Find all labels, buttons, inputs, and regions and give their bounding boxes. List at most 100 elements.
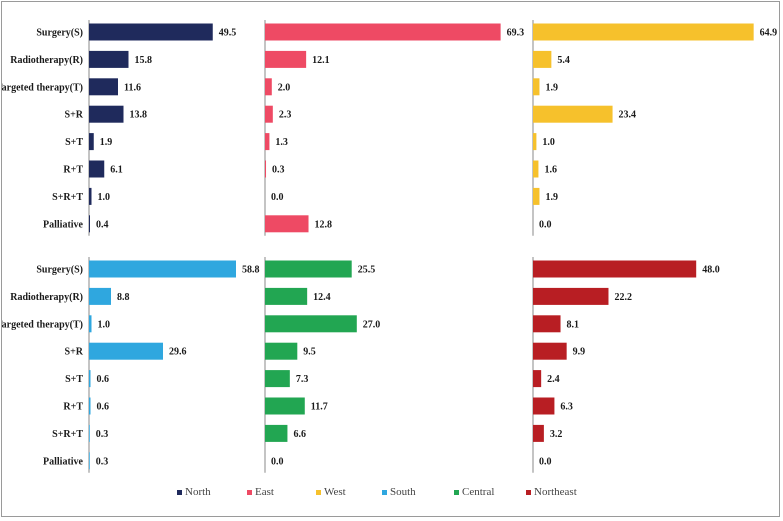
legend-label-south: South	[390, 486, 416, 498]
category-label-targeted-therapy-t-bottom: Targeted therapy(T)	[2, 319, 83, 330]
category-label-r-t-top: R+T	[63, 165, 83, 176]
bar-east-s-t	[265, 133, 270, 151]
bar-west-surgery-s	[533, 23, 754, 41]
value-label-east-s-r-t: 0.0	[271, 192, 284, 203]
bar-west-s-t	[533, 133, 537, 151]
value-label-northeast-radiotherapy-r: 22.2	[614, 292, 632, 303]
value-label-northeast-surgery-s: 48.0	[702, 265, 720, 276]
bar-south-palliative	[89, 452, 90, 470]
value-label-east-s-r: 2.3	[279, 110, 292, 121]
bar-south-s-r-t	[89, 424, 90, 442]
bar-northeast-s-r-t	[533, 424, 544, 442]
bar-east-palliative	[265, 215, 309, 233]
legend-label-east: East	[255, 486, 274, 498]
value-label-central-targeted-therapy-t: 27.0	[363, 319, 381, 330]
category-label-s-t-bottom: S+T	[65, 374, 83, 385]
value-label-east-radiotherapy-r: 12.1	[312, 55, 330, 66]
bar-northeast-r-t	[533, 397, 555, 415]
bar-north-s-r	[89, 105, 124, 123]
bar-north-targeted-therapy-t	[89, 78, 118, 96]
value-label-north-s-t: 1.9	[100, 137, 113, 148]
category-label-targeted-therapy-t-top: Targeted therapy(T)	[2, 82, 83, 93]
bar-northeast-radiotherapy-r	[533, 287, 609, 305]
bar-northeast-s-t	[533, 370, 542, 388]
value-label-west-surgery-s: 64.9	[760, 28, 778, 39]
category-label-surgery-s-bottom: Surgery(S)	[36, 265, 83, 276]
bar-south-s-t	[89, 370, 91, 388]
legend-swatch-west	[316, 490, 321, 495]
value-label-east-palliative: 12.8	[315, 219, 333, 230]
bar-south-surgery-s	[89, 260, 236, 278]
value-label-south-s-r: 29.6	[169, 347, 187, 358]
legend-swatch-central	[454, 490, 459, 495]
value-label-north-s-r-t: 1.0	[98, 192, 111, 203]
value-label-central-radiotherapy-r: 12.4	[313, 292, 331, 303]
legend-label-north: North	[185, 486, 211, 498]
value-label-northeast-palliative: 0.0	[539, 456, 552, 467]
bar-east-targeted-therapy-t	[265, 78, 272, 96]
category-label-radiotherapy-r-bottom: Radiotherapy(R)	[10, 292, 83, 303]
legend-label-central: Central	[462, 486, 494, 498]
value-label-south-palliative: 0.3	[96, 456, 109, 467]
bar-north-surgery-s	[89, 23, 213, 41]
value-label-west-r-t: 1.6	[544, 165, 557, 176]
bar-central-s-r-t	[265, 424, 288, 442]
bar-north-s-t	[89, 133, 94, 151]
treatment-distribution-chart: Surgery(S) 49.5 Radiotherapy(R) 15.8 Targete…	[0, 20, 778, 498]
category-label-s-r-top: S+R	[65, 110, 84, 121]
bar-central-radiotherapy-r	[265, 287, 308, 305]
bar-west-radiotherapy-r	[533, 50, 552, 68]
value-label-central-s-t: 7.3	[296, 374, 309, 385]
legend-swatch-northeast	[526, 490, 531, 495]
value-label-west-s-t: 1.0	[542, 137, 555, 148]
bar-east-radiotherapy-r	[265, 50, 307, 68]
value-label-north-r-t: 6.1	[110, 165, 123, 176]
value-label-north-surgery-s: 49.5	[219, 28, 237, 39]
category-label-palliative-bottom: Palliative	[43, 456, 84, 467]
legend-label-northeast: Northeast	[534, 486, 577, 498]
value-label-northeast-s-r-t: 3.2	[550, 429, 563, 440]
value-label-northeast-s-t: 2.4	[547, 374, 560, 385]
category-label-s-t-top: S+T	[65, 137, 83, 148]
value-label-central-r-t: 11.7	[311, 402, 328, 413]
bar-central-r-t	[265, 397, 305, 415]
bar-central-targeted-therapy-t	[265, 315, 357, 333]
bar-east-surgery-s	[265, 23, 501, 41]
bar-east-r-t	[265, 160, 267, 178]
value-label-west-palliative: 0.0	[539, 219, 552, 230]
value-label-central-surgery-s: 25.5	[358, 265, 376, 276]
value-label-south-s-t: 0.6	[97, 374, 110, 385]
category-label-palliative-top: Palliative	[43, 219, 84, 230]
value-label-east-targeted-therapy-t: 2.0	[278, 82, 291, 93]
bar-east-s-r	[265, 105, 273, 123]
legend-swatch-north	[177, 490, 182, 495]
bar-south-r-t	[89, 397, 91, 415]
value-label-west-s-r: 23.4	[619, 110, 637, 121]
bar-south-targeted-therapy-t	[89, 315, 92, 333]
value-label-west-targeted-therapy-t: 1.9	[545, 82, 558, 93]
bar-northeast-targeted-therapy-t	[533, 315, 561, 333]
bar-north-r-t	[89, 160, 105, 178]
bar-north-palliative	[89, 215, 90, 233]
value-label-central-s-r-t: 6.6	[293, 429, 306, 440]
value-label-east-r-t: 0.3	[272, 165, 285, 176]
value-label-east-surgery-s: 69.3	[507, 28, 525, 39]
legend-swatch-south	[382, 490, 387, 495]
bar-west-r-t	[533, 160, 539, 178]
bar-central-s-r	[265, 342, 298, 360]
value-label-south-targeted-therapy-t: 1.0	[98, 319, 111, 330]
category-label-s-r-t-bottom: S+R+T	[52, 429, 83, 440]
value-label-northeast-r-t: 6.3	[560, 402, 573, 413]
bar-northeast-s-r	[533, 342, 567, 360]
category-label-r-t-bottom: R+T	[63, 402, 83, 413]
value-label-west-radiotherapy-r: 5.4	[557, 55, 570, 66]
bar-central-s-t	[265, 370, 290, 388]
value-label-north-targeted-therapy-t: 11.6	[124, 82, 141, 93]
legend-swatch-east	[247, 490, 252, 495]
value-label-south-radiotherapy-r: 8.8	[117, 292, 130, 303]
value-label-east-s-t: 1.3	[275, 137, 288, 148]
legend-label-west: West	[324, 486, 346, 498]
bar-south-radiotherapy-r	[89, 287, 111, 305]
bar-west-s-r	[533, 105, 613, 123]
